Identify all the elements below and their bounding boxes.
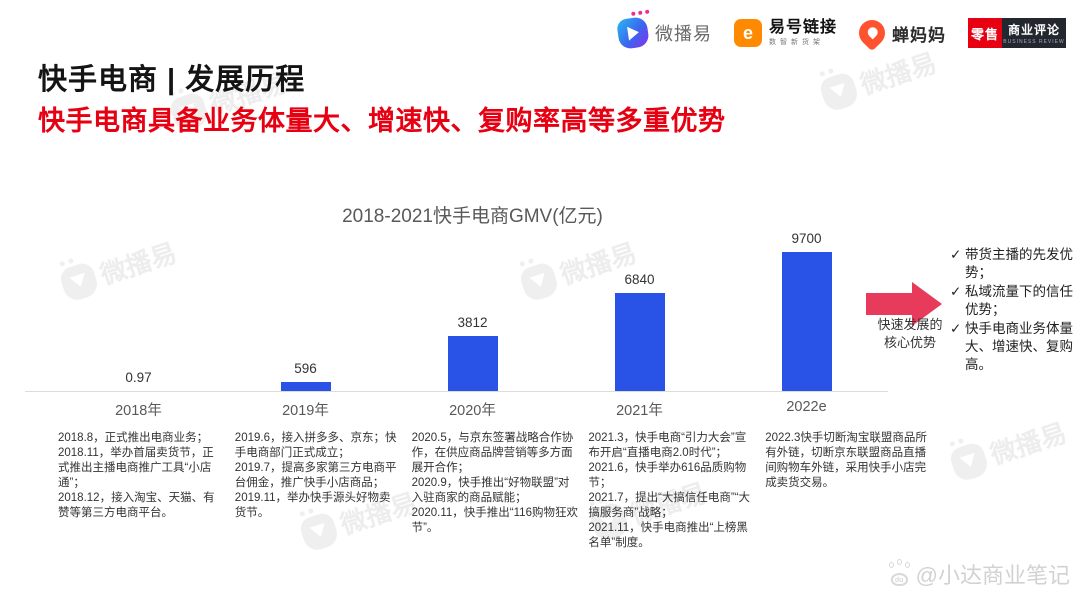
timeline-entry: 2021.11，快手电商推出“上榜黑名单”制度。 — [588, 521, 748, 549]
timeline-entry: 2019.6，接入拼多多、京东；快手电商部门正式成立； — [234, 432, 397, 459]
check-icon: ✓ — [950, 320, 962, 336]
author-watermark-text: @小达商业笔记 — [915, 563, 1070, 588]
bar-value-label: 3812 — [457, 315, 488, 330]
check-icon: ✓ — [950, 283, 962, 299]
timeline-column-2019: 2019.6，接入拼多多、京东；快手电商部门正式成立； 2019.7，提高多家第… — [235, 431, 402, 551]
bar-value-label: 9700 — [791, 231, 822, 246]
yihao-logo-icon: e — [733, 19, 762, 47]
timeline-entry: 2019.11，举办快手源头好物卖货节。 — [234, 491, 391, 519]
x-axis-labels: 2018年 2019年 2020年 2021年 2022e — [55, 399, 890, 420]
lingshou-logo-text: 商业评论 — [1007, 23, 1060, 37]
chanmama-logo-icon — [853, 14, 891, 52]
lingshou-logo-box: 零售 — [968, 18, 1002, 48]
timeline-entry: 2021.7，提出“大搞信任电商”“大搞服务商”战略； — [588, 491, 751, 519]
bar-group-2019: 596 — [222, 226, 389, 391]
arrow-body — [866, 293, 912, 315]
chanmama-logo: 蝉妈妈 — [853, 14, 946, 52]
watermark-text: 微播易 — [856, 47, 941, 101]
arrow-caption-line1: 快速发展的 — [877, 317, 943, 332]
advantage-list: ✓ 带货主播的先发优势； ✓ 私域流量下的信任优势； ✓ 快手电商业务体量大、增… — [950, 246, 1076, 375]
list-item-text: 快手电商业务体量大、增速快、复购高。 — [965, 320, 1073, 372]
arrow-head — [912, 282, 942, 326]
bar-2021 — [614, 293, 665, 391]
bar-2020 — [447, 336, 498, 391]
bar-group-2021: 6840 — [556, 226, 723, 391]
chanmama-logo-text: 蝉妈妈 — [892, 25, 946, 45]
timeline-entry: 2020.11，快手推出“116购物狂欢节”。 — [411, 506, 578, 534]
timeline-entry: 2019.7，提高多家第三方电商平台佣金，推广快手小店商品； — [234, 461, 397, 489]
bar-group-2018: 0.97 — [55, 226, 222, 391]
timeline-column-2018: 2018.8，正式推出电商业务； 2018.11，举办首届卖货节，正式推出主播电… — [58, 431, 225, 551]
weiboyi-watermark-icon — [947, 437, 991, 483]
bar-value-label: 0.97 — [125, 370, 152, 385]
axis-label-2020: 2020年 — [449, 403, 496, 419]
bar-group-2022e: 9700 — [723, 226, 890, 391]
axis-label-2021: 2021年 — [616, 403, 663, 419]
page-title: 快手电商 | 发展历程 — [38, 64, 306, 96]
bar-value-label: 6840 — [624, 272, 655, 287]
bar-group-2020: 3812 — [389, 226, 556, 391]
watermark-logo: 微播易 — [947, 413, 1071, 485]
timeline-entry: 2020.5，与京东签署战略合作协作，在供应商品牌营销等多方面展开合作； — [411, 432, 574, 474]
list-item: ✓ 带货主播的先发优势； — [950, 246, 1076, 282]
weiboyi-logo: 微播易 — [616, 9, 712, 50]
timeline: 2018.8，正式推出电商业务； 2018.11，举办首届卖货节，正式推出主播电… — [58, 431, 932, 551]
bar-chart: 0.97 596 3812 6840 9700 — [55, 226, 890, 391]
yihao-logo-subtext: 数智新货架 — [768, 38, 824, 46]
bar-value-label: 596 — [294, 361, 317, 376]
weiboyi-play-icon — [616, 9, 650, 50]
bar-2019 — [280, 382, 331, 391]
yihao-logo: e 易号链接 数智新货架 — [733, 18, 837, 47]
arrow-caption: 快速发展的 核心优势 — [862, 316, 958, 351]
timeline-entry: 2020.9，快手推出“好物联盟”对入驻商家的商品赋能； — [411, 476, 570, 504]
timeline-entry: 2021.3，快手电商“引力大会”宣布开启“直播电商2.0时代”； — [588, 432, 747, 459]
chart-title: 2018-2021快手电商GMV(亿元) — [342, 206, 603, 227]
list-item-text: 私域流量下的信任优势； — [965, 283, 1073, 317]
list-item: ✓ 快手电商业务体量大、增速快、复购高。 — [950, 320, 1076, 374]
watermark-logo: 微播易 — [817, 43, 941, 115]
timeline-entry: 2021.6，快手举办616品质购物节； — [588, 461, 747, 489]
timeline-column-2020: 2020.5，与京东签署战略合作协作，在供应商品牌营销等多方面展开合作； 202… — [412, 431, 579, 551]
bar-2022e — [781, 252, 832, 391]
x-axis-line — [25, 391, 888, 392]
timeline-column-2022: 2022.3快手切断淘宝联盟商品所有外链，切断京东联盟商品直播间购物车外链，采用… — [765, 431, 932, 551]
timeline-entry: 2018.11，举办首届卖货节，正式推出主播电商推广工具“小店通”； — [58, 446, 214, 489]
axis-label-2019: 2019年 — [282, 403, 329, 419]
timeline-entry: 2022.3快手切断淘宝联盟商品所有外链，切断京东联盟商品直播间购物车外链，采用… — [765, 432, 927, 489]
axis-label-2018: 2018年 — [115, 403, 162, 419]
lingshou-logo-subtext: BUSINESS REVIEW — [1003, 39, 1065, 45]
arrow-caption-line2: 核心优势 — [883, 334, 936, 350]
timeline-column-2021: 2021.3，快手电商“引力大会”宣布开启“直播电商2.0时代”； 2021.6… — [588, 431, 755, 551]
list-item: ✓ 私域流量下的信任优势； — [950, 283, 1076, 319]
author-watermark: du @小达商业笔记 — [888, 558, 1070, 590]
yihao-logo-text: 易号链接 — [768, 18, 837, 36]
timeline-entry: 2018.8，正式推出电商业务； — [58, 432, 209, 444]
paw-icon: du — [888, 559, 912, 586]
arrow-right-icon — [866, 282, 942, 326]
weiboyi-watermark-icon — [817, 67, 861, 113]
check-icon: ✓ — [950, 247, 962, 262]
partner-logos: 微播易 e 易号链接 数智新货架 蝉妈妈 零售 商业评论 BUSINESS RE… — [616, 9, 1066, 52]
timeline-entry: 2018.12，接入淘宝、天猫、有赞等第三方电商平台。 — [58, 491, 215, 519]
weiboyi-logo-text: 微播易 — [654, 24, 712, 44]
watermark-text: 微播易 — [986, 417, 1071, 471]
page-subtitle: 快手电商具备业务体量大、增速快、复购率高等多重优势 — [38, 106, 726, 136]
list-item-text: 带货主播的先发优势； — [965, 247, 1073, 280]
axis-label-2022e: 2022e — [786, 399, 827, 415]
lingshou-logo: 零售 商业评论 BUSINESS REVIEW — [968, 18, 1066, 48]
